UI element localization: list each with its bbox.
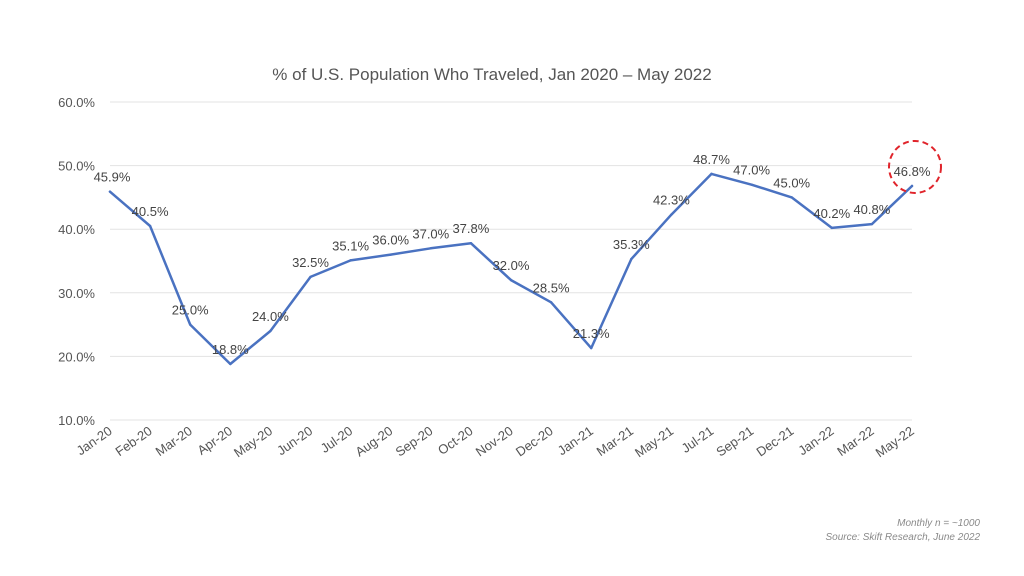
series-line-layer — [108, 172, 914, 366]
data-label: 48.7% — [693, 152, 730, 167]
gridlines — [110, 101, 912, 421]
x-tick-label: Jan-21 — [555, 423, 596, 458]
data-point — [349, 259, 352, 262]
data-label: 21.3% — [573, 326, 610, 341]
data-point — [910, 184, 914, 188]
data-label: 45.9% — [94, 170, 131, 185]
x-tick-label: May-22 — [873, 423, 917, 460]
x-tick-label: Sep-21 — [713, 423, 756, 459]
data-point — [469, 241, 473, 245]
x-tick-label: Mar-21 — [594, 423, 636, 459]
sample-size-note: Monthly n = ~1000 — [897, 518, 980, 529]
y-tick-label: 60.0% — [58, 95, 95, 110]
data-label: 46.8% — [894, 164, 931, 179]
data-label: 32.0% — [493, 258, 530, 273]
data-point — [389, 253, 392, 256]
data-point — [189, 323, 192, 326]
x-tick-label: Oct-20 — [435, 423, 476, 458]
data-point — [509, 278, 513, 282]
data-point — [710, 172, 713, 176]
x-tick-label: Jan-22 — [795, 423, 836, 458]
y-tick-label: 30.0% — [58, 286, 95, 301]
y-tick-label: 20.0% — [58, 349, 95, 364]
data-point — [429, 247, 432, 250]
data-point — [309, 275, 312, 279]
data-point — [750, 183, 753, 186]
data-label: 35.1% — [332, 238, 369, 253]
data-label: 40.8% — [853, 202, 890, 217]
data-label: 37.8% — [452, 221, 489, 236]
data-point — [108, 190, 112, 193]
x-tick-label: Mar-22 — [834, 423, 876, 459]
x-tick-label: Dec-20 — [513, 423, 556, 459]
data-label: 40.2% — [813, 206, 850, 221]
data-point — [549, 301, 553, 304]
x-tick-label: Nov-20 — [473, 423, 516, 459]
data-point — [670, 213, 673, 216]
data-point — [269, 329, 272, 333]
data-label: 36.0% — [372, 233, 409, 248]
x-tick-label: May-20 — [231, 423, 275, 460]
data-label: 37.0% — [412, 226, 449, 241]
data-point — [870, 222, 874, 226]
data-label: 40.5% — [132, 204, 169, 219]
data-label: 25.0% — [172, 303, 209, 318]
x-tick-label: Dec-21 — [753, 423, 796, 459]
x-tick-label: Sep-20 — [393, 423, 436, 459]
data-label: 47.0% — [733, 163, 770, 178]
x-tick-label: Jul-20 — [318, 423, 356, 456]
y-axis: 10.0% 20.0% 30.0% 40.0% 50.0% 60.0% — [58, 95, 95, 428]
y-tick-label: 50.0% — [58, 159, 95, 174]
data-label: 32.5% — [292, 255, 329, 270]
data-point — [590, 346, 593, 350]
x-tick-label: Aug-20 — [352, 423, 395, 459]
x-tick-label: Apr-20 — [194, 423, 235, 458]
data-point — [830, 226, 833, 230]
data-label: 42.3% — [653, 193, 690, 208]
data-label: 24.0% — [252, 309, 289, 324]
data-point — [148, 224, 152, 228]
data-label: 18.8% — [212, 342, 249, 357]
highlight-circle — [888, 139, 942, 194]
data-labels: 45.9% 40.5% 25.0% 18.8% 24.0% 32.5%35.1% 36.0%… — [94, 152, 931, 357]
x-tick-label: Jan-20 — [74, 423, 115, 458]
y-tick-label: 10.0% — [58, 413, 95, 428]
x-tick-label: May-21 — [632, 423, 676, 460]
x-tick-label: Jun-20 — [274, 423, 315, 458]
chart-title: % of U.S. Population Who Traveled, Jan 2… — [272, 65, 711, 84]
data-point — [790, 196, 793, 199]
x-tick-label: Mar-20 — [153, 423, 195, 459]
highlight-layer — [888, 139, 942, 194]
y-tick-label: 40.0% — [58, 222, 95, 237]
source-note: Source: Skift Research, June 2022 — [825, 532, 980, 543]
data-point — [630, 257, 633, 261]
x-tick-label: Feb-20 — [112, 423, 154, 459]
data-label: 28.5% — [533, 280, 570, 295]
data-label: 35.3% — [613, 237, 650, 252]
data-point — [229, 362, 232, 366]
x-tick-label: Jul-21 — [679, 423, 717, 456]
data-label: 45.0% — [773, 175, 810, 190]
